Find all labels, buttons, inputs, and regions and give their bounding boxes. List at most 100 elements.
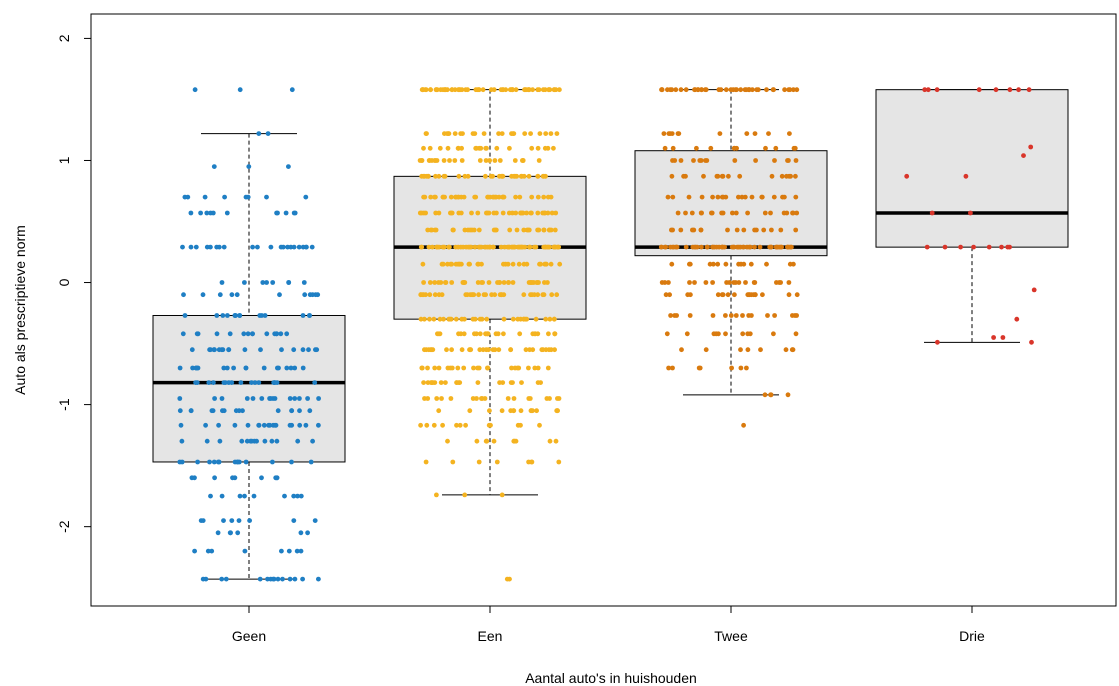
data-point	[991, 335, 996, 340]
data-point	[697, 365, 703, 371]
data-point	[261, 365, 267, 371]
data-point	[208, 244, 213, 250]
data-point	[698, 227, 704, 233]
data-point	[441, 316, 446, 322]
data-point	[737, 173, 743, 179]
data-point	[540, 292, 546, 298]
data-point	[220, 313, 226, 318]
data-point	[423, 131, 429, 137]
data-point	[723, 87, 729, 93]
box-iqr	[152, 314, 346, 463]
data-point	[269, 438, 275, 444]
data-point	[487, 158, 492, 163]
data-point	[427, 292, 433, 298]
data-point	[664, 331, 670, 337]
data-point	[449, 280, 455, 285]
data-point	[670, 365, 675, 371]
data-point	[428, 87, 433, 93]
data-point	[479, 244, 484, 250]
data-point	[676, 131, 682, 137]
data-point	[491, 244, 496, 250]
data-point	[733, 210, 739, 216]
data-point	[552, 227, 558, 233]
data-point	[670, 194, 676, 200]
data-point	[513, 210, 519, 216]
data-point	[731, 280, 737, 285]
data-point	[545, 365, 551, 371]
data-point	[457, 380, 463, 385]
data-point	[717, 131, 723, 137]
data-point	[250, 331, 256, 337]
data-point	[316, 396, 321, 401]
data-point	[545, 244, 551, 250]
data-point	[752, 244, 757, 250]
data-point	[468, 347, 474, 353]
data-point	[725, 227, 730, 233]
data-point	[212, 347, 217, 353]
data-point	[251, 493, 257, 499]
data-point	[291, 210, 297, 216]
data-point	[971, 244, 976, 250]
data-point	[794, 87, 800, 93]
data-point	[188, 408, 194, 414]
data-point	[710, 313, 716, 318]
data-point	[687, 280, 692, 285]
data-point	[492, 158, 498, 163]
data-point	[497, 380, 502, 385]
data-point	[689, 210, 695, 216]
data-point	[232, 313, 238, 318]
data-point	[499, 292, 505, 298]
data-point	[465, 87, 470, 93]
data-point	[469, 227, 475, 233]
data-point	[535, 292, 541, 298]
data-point	[438, 380, 444, 385]
data-point	[483, 292, 488, 298]
y-tick-label: 1	[56, 156, 72, 164]
data-point	[670, 158, 675, 163]
data-point	[713, 331, 719, 337]
data-point	[476, 459, 482, 465]
data-point	[535, 194, 541, 200]
data-point	[177, 396, 183, 401]
data-point	[788, 244, 793, 250]
data-point	[221, 365, 227, 371]
data-point	[924, 244, 930, 250]
data-point	[942, 244, 948, 250]
data-point	[768, 210, 773, 216]
data-point	[228, 530, 234, 536]
data-point	[449, 365, 455, 371]
data-point	[484, 316, 490, 322]
data-point	[552, 87, 557, 93]
data-point	[663, 244, 669, 250]
data-point	[719, 292, 725, 298]
data-point	[287, 576, 293, 582]
x-axis: Geen Een Twee Drie	[232, 606, 985, 644]
data-point	[229, 292, 235, 298]
data-point	[463, 422, 468, 428]
data-point	[729, 365, 734, 371]
data-point	[292, 396, 298, 401]
data-point	[522, 244, 528, 250]
data-point	[548, 131, 554, 137]
data-point	[793, 158, 799, 163]
data-point	[1028, 144, 1034, 150]
data-point	[193, 380, 199, 385]
data-point	[541, 194, 547, 200]
data-point	[211, 164, 217, 170]
points-een	[417, 87, 563, 582]
data-point	[421, 380, 426, 385]
data-point	[300, 576, 305, 582]
data-point	[694, 145, 699, 151]
data-point	[419, 158, 425, 163]
data-point	[427, 280, 433, 285]
data-point	[292, 576, 298, 582]
data-point	[478, 145, 484, 151]
data-point	[479, 316, 485, 322]
data-point	[793, 331, 799, 337]
data-point	[224, 365, 230, 371]
data-point	[793, 194, 799, 200]
x-tick-label: Twee	[714, 628, 748, 644]
data-point	[762, 210, 768, 216]
data-point	[529, 210, 534, 216]
data-point	[1016, 87, 1021, 93]
